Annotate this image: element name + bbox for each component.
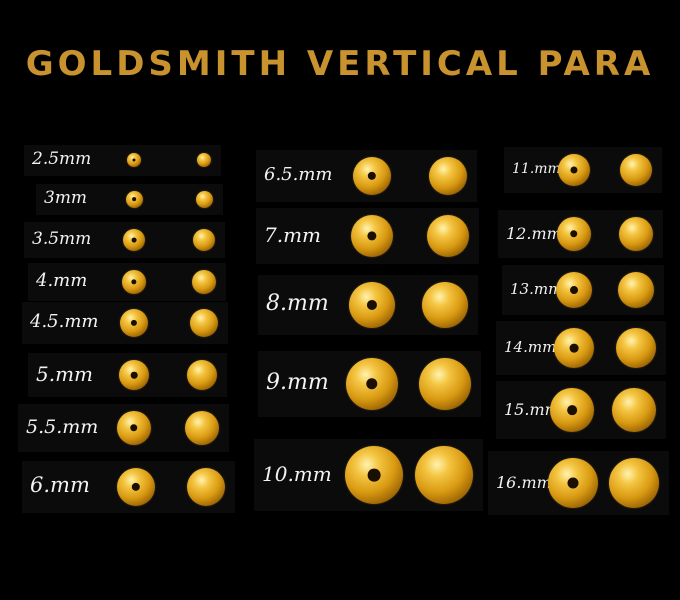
- gold-bead-front-4-mm: [122, 270, 146, 294]
- bead-hole: [130, 319, 138, 327]
- gold-bead-side-6-5-mm: [429, 157, 467, 195]
- gold-bead-front-2-5mm: [127, 153, 141, 167]
- size-label-5-mm: 5.mm: [36, 362, 94, 386]
- gold-bead-front-5-5-mm: [117, 411, 151, 445]
- gold-bead-front-13-mm: [556, 272, 592, 308]
- gold-bead-side-7-mm: [427, 215, 469, 257]
- gold-bead-side-16-mm: [609, 458, 659, 508]
- bead-hole: [366, 299, 378, 311]
- gold-bead-side-3-5mm: [193, 229, 215, 251]
- gold-bead-side-10-mm: [415, 446, 473, 504]
- row-tile-2-5mm: [24, 144, 221, 176]
- size-label-15-mm: 15.mm: [504, 399, 560, 419]
- size-label-13-mm: 13.mm: [510, 280, 563, 299]
- bead-hole: [570, 230, 578, 238]
- gold-bead-front-12-mm: [557, 217, 591, 251]
- gold-bead-side-15-mm: [612, 388, 656, 432]
- bead-hole: [569, 343, 579, 353]
- gold-bead-front-7-mm: [351, 215, 393, 257]
- gold-bead-front-3mm: [125, 190, 143, 208]
- page-title: GOLDSMITH VERTICAL PARA: [25, 44, 655, 84]
- size-label-5-5-mm: 5.5.mm: [26, 415, 99, 438]
- bead-hole: [567, 477, 579, 489]
- size-label-10-mm: 10.mm: [262, 462, 332, 486]
- size-label-14-mm: 14.mm: [504, 338, 557, 357]
- gold-bead-front-10-mm: [345, 446, 403, 504]
- gold-bead-front-4-5-mm: [120, 309, 148, 337]
- gold-bead-side-3mm: [195, 190, 213, 208]
- gold-bead-front-6-mm: [117, 468, 155, 506]
- gold-bead-side-12-mm: [619, 217, 653, 251]
- bead-hole: [131, 482, 141, 492]
- bead-hole: [367, 171, 377, 181]
- gold-bead-side-13-mm: [618, 272, 654, 308]
- size-label-8-mm: 8.mm: [266, 290, 329, 316]
- gold-bead-side-8-mm: [422, 282, 468, 328]
- size-label-12-mm: 12.mm: [506, 223, 562, 243]
- size-label-7-mm: 7.mm: [264, 223, 322, 247]
- gold-bead-side-4-mm: [192, 270, 216, 294]
- gold-bead-front-8-mm: [349, 282, 395, 328]
- gold-bead-front-16-mm: [548, 458, 598, 508]
- size-label-3-5mm: 3.5mm: [32, 228, 92, 249]
- bead-hole: [132, 158, 136, 162]
- bead-hole: [570, 166, 578, 174]
- bead-hole: [130, 371, 138, 379]
- gold-bead-side-2-5mm: [197, 153, 211, 167]
- gold-bead-side-4-5-mm: [190, 309, 218, 337]
- size-label-16-mm: 16.mm: [496, 472, 552, 492]
- gold-bead-side-11-mm: [620, 154, 652, 186]
- size-label-11-mm: 11.mm: [512, 160, 561, 177]
- gold-bead-front-11-mm: [558, 154, 590, 186]
- gold-bead-front-15-mm: [550, 388, 594, 432]
- gold-bead-front-14-mm: [554, 328, 594, 368]
- bead-hole: [131, 237, 137, 243]
- gold-bead-front-6-5-mm: [353, 157, 391, 195]
- bead-hole: [366, 378, 378, 390]
- size-label-2-5mm: 2.5mm: [32, 148, 92, 169]
- gold-bead-front-3-5mm: [123, 229, 145, 251]
- bead-hole: [367, 468, 381, 482]
- size-label-4-mm: 4.mm: [36, 270, 88, 292]
- bead-hole: [367, 231, 377, 241]
- bead-hole: [570, 286, 578, 294]
- size-label-4-5-mm: 4.5.mm: [30, 311, 99, 333]
- size-label-6-5-mm: 6.5.mm: [264, 164, 333, 186]
- size-label-3mm: 3mm: [44, 187, 88, 208]
- gold-bead-side-9-mm: [419, 358, 471, 410]
- gold-bead-side-14-mm: [616, 328, 656, 368]
- gold-bead-front-5-mm: [119, 360, 149, 390]
- bead-hole: [131, 279, 137, 285]
- gold-bead-side-5-5-mm: [185, 411, 219, 445]
- bead-hole: [567, 405, 577, 415]
- gold-bead-front-9-mm: [346, 358, 398, 410]
- size-label-9-mm: 9.mm: [266, 369, 329, 395]
- size-label-6-mm: 6.mm: [30, 473, 90, 498]
- gold-bead-side-5-mm: [187, 360, 217, 390]
- bead-hole: [130, 424, 138, 432]
- gold-bead-side-6-mm: [187, 468, 225, 506]
- bead-hole: [132, 197, 136, 201]
